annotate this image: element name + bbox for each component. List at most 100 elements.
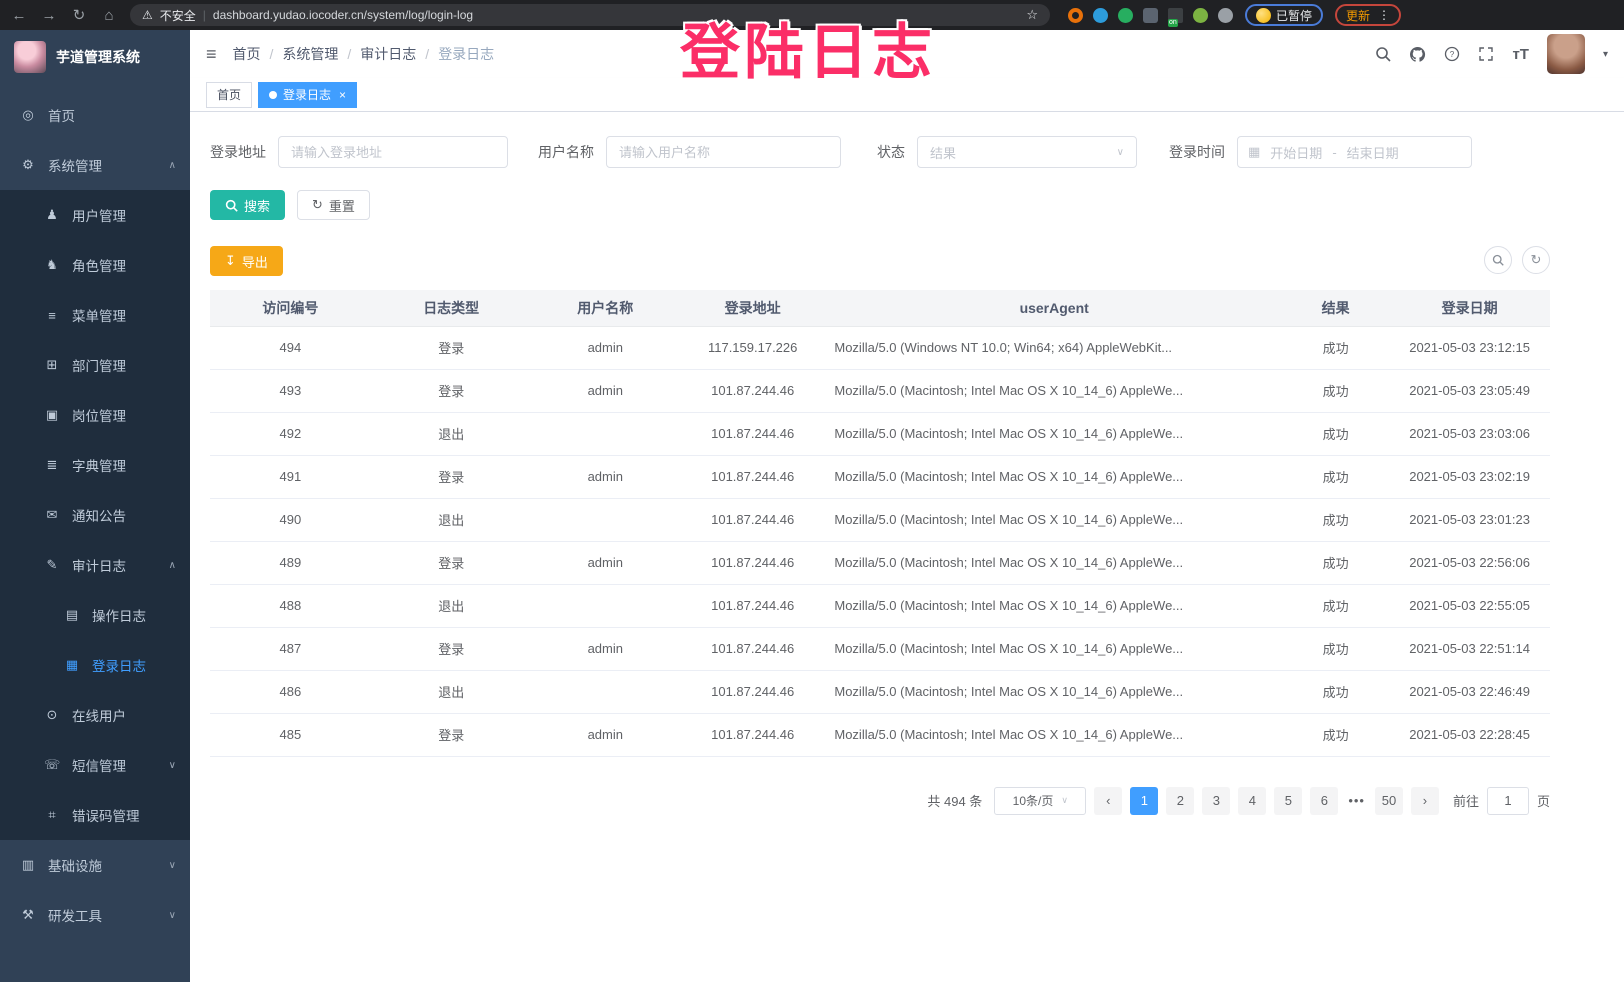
sidebar-toggle-icon[interactable]: ≡ xyxy=(206,43,217,64)
cell-result: 成功 xyxy=(1281,412,1390,456)
table-row[interactable]: 493 登录 admin 101.87.244.46 Mozilla/5.0 (Maci… xyxy=(210,369,1550,413)
chevron-down-icon: ∨ xyxy=(168,909,176,921)
browser-menu-kebab-icon[interactable]: ⋮ xyxy=(1378,8,1391,22)
sidebar-item-user[interactable]: ♟ 用户管理 xyxy=(0,190,190,240)
header-search-icon[interactable] xyxy=(1375,46,1392,62)
date-range-picker[interactable]: ▦ 开始日期 - 结束日期 xyxy=(1237,136,1472,168)
pagination-ellipsis[interactable]: ••• xyxy=(1348,793,1365,808)
table-row[interactable]: 486 退出 101.87.244.46 Mozilla/5.0 (Macintosh… xyxy=(210,670,1550,714)
sidebar-item-label: 通知公告 xyxy=(72,509,126,524)
sidebar-item-audit-log[interactable]: ✎ 审计日志 ∧ xyxy=(0,540,190,590)
sidebar-menu: ◎ 首页 ⚙ 系统管理 ∧ ♟ 用户管理 ♞ 角色管理 ≡ 菜单管理 ⊞ 部门管理 ▣ 岗位管理 ≣ 字典管理 ✉… xyxy=(0,90,190,940)
page-button-6[interactable]: 6 xyxy=(1310,786,1339,815)
page-button-2[interactable]: 2 xyxy=(1166,786,1195,815)
sidebar-item-dev-tools[interactable]: ⚒ 研发工具 ∨ xyxy=(0,890,190,940)
cell-username xyxy=(531,412,679,456)
export-button[interactable]: ↧ 导出 xyxy=(210,246,283,276)
table-row[interactable]: 485 登录 admin 101.87.244.46 Mozilla/5.0 (Maci… xyxy=(210,713,1550,757)
extension-heart-icon[interactable] xyxy=(1118,7,1133,23)
page-button-3[interactable]: 3 xyxy=(1202,786,1231,815)
not-secure-label[interactable]: 不安全 xyxy=(159,8,196,23)
browser-update-chip[interactable]: 更新 ⋮ xyxy=(1335,4,1402,26)
sidebar-item-error-code[interactable]: ⌗ 错误码管理 xyxy=(0,790,190,840)
help-icon[interactable]: ? xyxy=(1444,46,1460,62)
table-row[interactable]: 487 登录 admin 101.87.244.46 Mozilla/5.0 (Maci… xyxy=(210,627,1550,671)
sidebar-item-sms[interactable]: ☏ 短信管理 ∨ xyxy=(0,740,190,790)
breadcrumb-audit[interactable]: 审计日志 xyxy=(360,46,417,62)
prev-page-button[interactable]: ‹ xyxy=(1094,786,1123,815)
sidebar-item-operation-log[interactable]: ▤ 操作日志 xyxy=(0,590,190,640)
active-tab-dot-icon xyxy=(269,90,278,99)
cell-result: 成功 xyxy=(1281,670,1390,714)
toggle-search-round-button[interactable] xyxy=(1484,246,1512,274)
table-row[interactable]: 492 退出 101.87.244.46 Mozilla/5.0 (Macintosh… xyxy=(210,412,1550,456)
sidebar-item-roles[interactable]: ♞ 角色管理 xyxy=(0,240,190,290)
sidebar-item-login-log[interactable]: ▦ 登录日志 xyxy=(0,640,190,690)
sidebar-item-label: 菜单管理 xyxy=(72,309,126,324)
sidebar-item-announcement[interactable]: ✉ 通知公告 xyxy=(0,490,190,540)
extension-list-on-icon[interactable]: on xyxy=(1168,7,1183,27)
sidebar-item-dashboard[interactable]: ◎ 首页 xyxy=(0,90,190,140)
app-logo-row[interactable]: 芋道管理系统 xyxy=(0,30,190,84)
table-row[interactable]: 490 退出 101.87.244.46 Mozilla/5.0 (Macintosh… xyxy=(210,498,1550,542)
breadcrumb-system[interactable]: 系统管理 xyxy=(282,46,339,62)
tab-close-icon[interactable]: × xyxy=(339,87,347,102)
cell-type: 登录 xyxy=(370,627,532,671)
tab-login-log[interactable]: 登录日志 × xyxy=(258,81,358,108)
table-row[interactable]: 491 登录 admin 101.87.244.46 Mozilla/5.0 (Maci… xyxy=(210,455,1550,499)
status-select[interactable]: 结果 ∨ xyxy=(917,136,1137,168)
sidebar-item-menu-list[interactable]: ≡ 菜单管理 xyxy=(0,290,190,340)
app-title: 芋道管理系统 xyxy=(56,49,140,65)
table-row[interactable]: 494 登录 admin 117.159.17.226 Mozilla/5.0 (Win… xyxy=(210,326,1550,370)
browser-back-icon[interactable]: ← xyxy=(11,6,27,24)
extensions-puzzle-icon[interactable] xyxy=(1218,7,1233,23)
page-size-select[interactable]: 10条/页 ∨ xyxy=(994,786,1087,815)
breadcrumb-home[interactable]: 首页 xyxy=(232,46,261,62)
github-icon[interactable] xyxy=(1409,46,1426,63)
extension-grid-icon[interactable] xyxy=(1143,7,1158,23)
reset-button[interactable]: ↻ 重置 xyxy=(297,190,370,220)
sidebar-item-infrastructure[interactable]: ▥ 基础设施 ∨ xyxy=(0,840,190,890)
sidebar-item-dictionary[interactable]: ≣ 字典管理 xyxy=(0,440,190,490)
page-button-50[interactable]: 50 xyxy=(1374,786,1403,815)
not-secure-warning-icon: ⚠ xyxy=(142,8,153,22)
sidebar-item-org-tree[interactable]: ⊞ 部门管理 xyxy=(0,340,190,390)
table-row[interactable]: 488 退出 101.87.244.46 Mozilla/5.0 (Macintosh… xyxy=(210,584,1550,628)
tab-home-label: 首页 xyxy=(217,88,242,102)
goto-page-input[interactable] xyxy=(1486,786,1529,815)
font-size-icon[interactable]: тT xyxy=(1512,45,1529,63)
page-url[interactable]: dashboard.yudao.iocoder.cn/system/log/lo… xyxy=(212,8,474,22)
extension-gem-icon[interactable] xyxy=(1093,7,1108,23)
cell-id: 492 xyxy=(210,412,371,456)
address-bar[interactable]: ⚠ 不安全 | dashboard.yudao.iocoder.cn/syste… xyxy=(130,4,1050,26)
refresh-round-button[interactable]: ↻ xyxy=(1522,246,1550,274)
fullscreen-icon[interactable] xyxy=(1478,46,1494,62)
tab-home[interactable]: 首页 xyxy=(206,81,253,108)
sidebar-item-post-badge[interactable]: ▣ 岗位管理 xyxy=(0,390,190,440)
breadcrumb: 首页 / 系统管理 / 审计日志 / 登录日志 xyxy=(233,44,495,64)
table-row[interactable]: 489 登录 admin 101.87.244.46 Mozilla/5.0 (Maci… xyxy=(210,541,1550,585)
chevron-down-icon: ∨ xyxy=(1116,146,1124,158)
status-select-placeholder: 结果 xyxy=(930,145,957,161)
page-button-5[interactable]: 5 xyxy=(1274,786,1303,815)
page-button-1[interactable]: 1 xyxy=(1130,786,1159,815)
browser-forward-icon[interactable]: → xyxy=(41,6,57,24)
sidebar-item-online-users[interactable]: ⊙ 在线用户 xyxy=(0,690,190,740)
extension-ring-icon[interactable] xyxy=(1068,7,1083,23)
search-button[interactable]: 搜索 xyxy=(210,190,286,220)
extension-leaf-icon[interactable] xyxy=(1193,7,1208,23)
user-avatar[interactable] xyxy=(1546,34,1585,74)
username-input[interactable] xyxy=(606,136,841,168)
cell-id: 486 xyxy=(210,670,371,714)
user-menu-caret-icon[interactable]: ▾ xyxy=(1602,48,1608,60)
profile-paused-chip[interactable]: 已暂停 xyxy=(1245,4,1324,26)
bookmark-star-icon[interactable]: ☆ xyxy=(1026,7,1038,22)
page-button-4[interactable]: 4 xyxy=(1238,786,1267,815)
browser-reload-icon[interactable]: ↻ xyxy=(72,7,86,24)
browser-home-icon[interactable]: ⌂ xyxy=(104,6,114,24)
next-page-button[interactable]: › xyxy=(1410,786,1439,815)
sidebar-item-gear[interactable]: ⚙ 系统管理 ∧ xyxy=(0,140,190,190)
login-address-input[interactable] xyxy=(278,136,508,168)
cell-id: 493 xyxy=(210,369,371,413)
cell-type: 登录 xyxy=(370,541,532,585)
